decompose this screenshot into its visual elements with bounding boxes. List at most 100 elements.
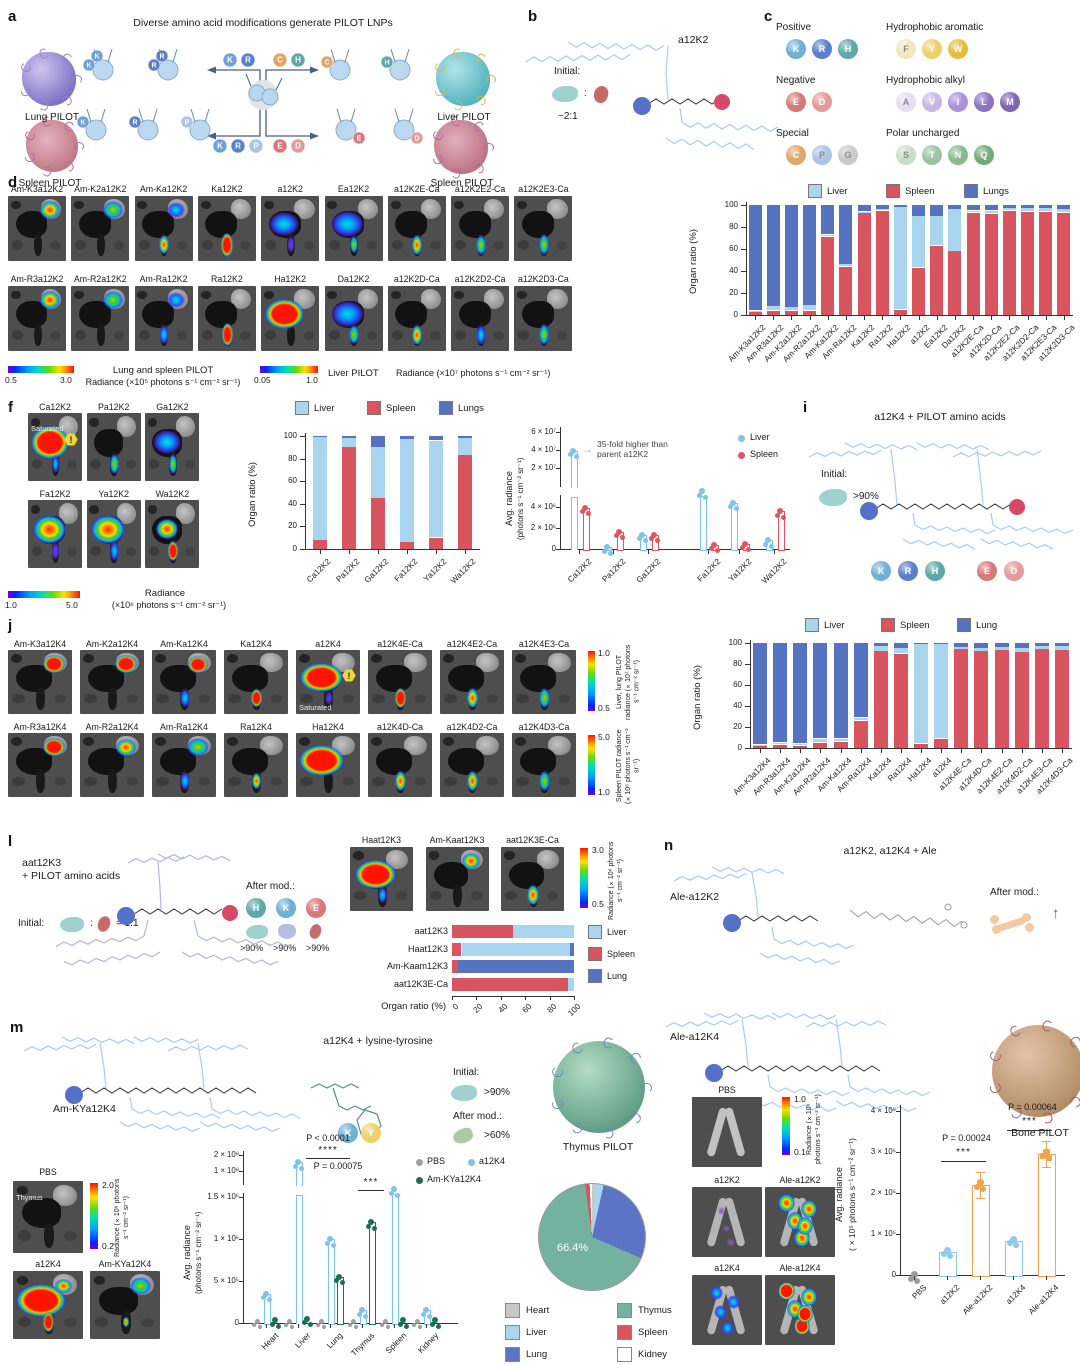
bar-segment-spleen (954, 649, 969, 748)
bar-segment-lung (994, 643, 1009, 647)
bar-segment-lung (914, 643, 929, 644)
liver-organ (93, 428, 124, 458)
bar-outline (327, 1239, 335, 1325)
legend-label: Spleen (386, 402, 416, 414)
data-point (616, 528, 622, 535)
bar-segment-spleen (429, 537, 444, 549)
kidney-organ (455, 240, 467, 250)
spleen-signal-heatmap (538, 687, 551, 709)
sig-line (941, 1160, 986, 1162)
data-point (1009, 1235, 1017, 1243)
panel-m: m Am-KYa12K4 a12K4 + lysine-tyrosine K Y Ini… (8, 1015, 708, 1365)
colorbar-min: 1.0 (598, 787, 610, 797)
y-tick-label: 1.5 × 10⁶ (207, 1192, 239, 1201)
lung-organ (230, 289, 252, 309)
legend-dot (416, 1159, 423, 1166)
svg-text:D: D (414, 136, 419, 143)
bar-segment-lung (934, 643, 949, 644)
sphere-title: Thymus PILOT (562, 1141, 634, 1153)
heart-organ (428, 851, 440, 860)
y-tick (239, 1281, 243, 1282)
x-tick (1061, 749, 1063, 753)
panel-d-letter: d (8, 174, 18, 191)
bar-segment-lungs (312, 436, 327, 437)
x-tick (476, 996, 478, 1000)
panel-i-letter: i (803, 399, 808, 416)
bar-segment-spleen (370, 498, 385, 549)
kidney-organ (12, 330, 24, 340)
data-point (423, 1307, 429, 1314)
bar-segment-lung (753, 643, 768, 745)
heart-organ (11, 737, 23, 746)
hbar-segment-liver (567, 977, 574, 991)
y-tick (745, 643, 750, 644)
bar-segment-spleen (1034, 649, 1049, 748)
spleen-signal-heatmap (251, 688, 262, 708)
colorbar-title: Liver, lung PILOT radiance (×10⁷ photons… (616, 644, 641, 720)
data-point (648, 536, 654, 542)
colorbar-max: 5.0 (598, 732, 610, 742)
organ-image-tile (8, 733, 72, 797)
colorbar-max: 2.0 (102, 1180, 114, 1190)
x-tick (864, 316, 866, 320)
kidney-organ (518, 240, 530, 250)
bone-signal-heatmap (800, 1287, 818, 1306)
heart-organ (16, 1186, 29, 1196)
heart-organ (155, 737, 167, 746)
spleen-pilot-illustration (23, 114, 84, 178)
amino-acid-chip-C: C (786, 145, 806, 165)
y-tick (896, 1193, 900, 1194)
x-tick (579, 550, 580, 554)
spleen-signal-heatmap (466, 687, 479, 709)
data-point (336, 1273, 342, 1280)
aa-group-title: Hydrophobic aromatic (886, 22, 984, 33)
spleen-signal-heatmap (286, 236, 295, 254)
amino-acid-chip-L: L (974, 92, 994, 112)
heart-organ (264, 290, 274, 299)
bar-segment-liver (948, 209, 962, 251)
y-tick-label: 20 (288, 521, 297, 531)
spleen-signal-heatmap (122, 1317, 129, 1327)
tile-label: Ale-a12K4 (779, 1263, 821, 1273)
pie-legend-item: Lung (505, 1347, 547, 1362)
initial-label: Initial: (821, 469, 848, 480)
bar-segment-liver (893, 648, 908, 654)
p-value: P = 0.00024 (942, 1132, 991, 1143)
y-axis-upper (560, 427, 561, 487)
pie-legend-item: Liver (505, 1325, 547, 1340)
x-axis (305, 549, 480, 550)
bar-segment-lungs (984, 205, 998, 211)
surface-ligand (1008, 1024, 1023, 1039)
lung-signal-heatmap (187, 655, 209, 673)
kidney-organ (126, 546, 136, 557)
hbar-segment-spleen (452, 925, 513, 938)
kidney-organ (84, 776, 97, 787)
lung-organ (548, 736, 571, 756)
tile-label: Am-K3a12K4 (13, 639, 67, 649)
colorbar-min: 0.5 (598, 703, 610, 713)
colorbar-min: 0.2 (102, 1241, 114, 1251)
y-tick-label: 0 (737, 743, 742, 752)
sig-line (1007, 1130, 1052, 1132)
kidney-organ (240, 330, 251, 340)
surface-ligand (602, 1036, 615, 1049)
data-point (420, 1311, 426, 1317)
compound-title2: + PILOT amino acids (22, 870, 121, 882)
after-mod-label: After mod.: (246, 881, 295, 892)
bar-segment-spleen (766, 310, 780, 315)
bone-knob (990, 915, 999, 924)
amino-acid-chip-T: T (922, 145, 942, 165)
bar-segment-liver (341, 438, 356, 447)
organ-image-tile (90, 1271, 160, 1339)
panel-b-letter: b (528, 8, 538, 25)
pilot-corner-label: Spleen PILOT (430, 178, 494, 189)
y-tick (896, 1152, 900, 1153)
heart-organ (443, 654, 455, 663)
organ-image-tile (451, 196, 510, 261)
spleen-signal-heatmap (168, 454, 178, 474)
colorbar-max: 3.0 (592, 845, 604, 855)
legend-item: Spleen (886, 184, 935, 198)
kidney-organ (342, 694, 355, 704)
y-tick-label: 80 (288, 453, 297, 463)
